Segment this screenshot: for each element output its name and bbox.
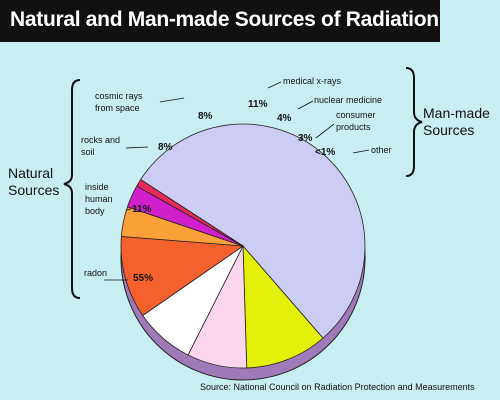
title-bar: Natural and Man-made Sources of Radiatio…	[0, 0, 440, 42]
pie-slice-radon	[140, 123, 366, 339]
slice-label-inside-human-body-2: human	[85, 194, 113, 204]
group-label-man-made-1: Man-made	[423, 105, 490, 121]
natural-sources-brace	[63, 79, 81, 299]
slice-value-cosmic-rays-from-space: 8%	[198, 111, 213, 122]
slice-label-inside-human-body-3: body	[85, 206, 105, 216]
slice-value-nuclear-medicine: 4%	[277, 113, 292, 124]
slice-value-medical-x-rays: 11%	[248, 99, 268, 110]
leader-line-medical-x-rays	[267, 81, 282, 89]
slice-value-other: <1%	[315, 147, 335, 158]
slice-value-rocks-and-soil: 8%	[158, 142, 173, 153]
pie-slice-inside-human-body	[242, 244, 324, 369]
slice-label-nuclear-medicine: nuclear medicine	[314, 95, 382, 105]
slice-value-radon: 55%	[133, 273, 153, 284]
leader-line-inside-human-body	[125, 208, 132, 211]
slice-label-radon: radon	[84, 268, 107, 278]
slice-label-other: other	[371, 145, 392, 155]
leader-line-consumer-products	[315, 123, 335, 139]
slice-label-rocks-and-soil-1: rocks and	[81, 135, 120, 145]
slice-label-consumer-products-1: consumer	[336, 110, 376, 120]
pie-slice-medical-x-rays	[120, 236, 245, 317]
slice-label-cosmic-rays-from-space-2: from space	[95, 103, 140, 113]
group-label-man-made-2: Sources	[423, 122, 474, 138]
group-label-natural-1: Natural	[8, 165, 53, 181]
slice-value-consumer-products: 3%	[298, 133, 313, 144]
chart-title: Natural and Man-made Sources of Radiatio…	[10, 8, 439, 31]
leader-line-other	[352, 149, 370, 154]
source-note: Source: National Council on Radiation Pr…	[200, 382, 475, 392]
slice-label-rocks-and-soil-2: soil	[81, 147, 95, 157]
leader-line-nuclear-medicine	[297, 100, 314, 110]
group-label-natural-2: Sources	[8, 182, 59, 198]
leader-line-rocks-and-soil	[125, 146, 149, 149]
slice-label-consumer-products-2: products	[336, 122, 371, 132]
pie-slice-other	[136, 178, 244, 247]
slice-label-inside-human-body-1: inside	[85, 182, 109, 192]
man-made-sources-brace	[405, 67, 423, 177]
leader-line-cosmic-rays-from-space	[159, 97, 185, 103]
slice-value-inside-human-body: 11%	[132, 204, 152, 215]
slice-label-cosmic-rays-from-space-1: cosmic rays	[95, 91, 143, 101]
slice-label-medical-x-rays: medical x-rays	[283, 76, 342, 86]
